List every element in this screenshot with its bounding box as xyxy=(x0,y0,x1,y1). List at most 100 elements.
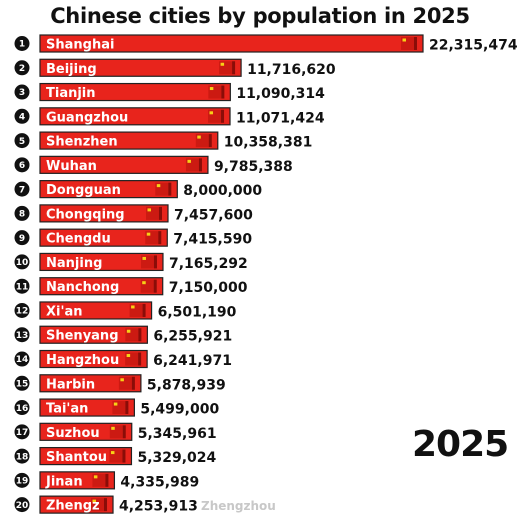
bar-row: 8 Chongqing 7,457,600 xyxy=(14,204,253,223)
bar-category-label: Nanchong xyxy=(46,280,119,295)
flag-star-icon xyxy=(209,111,214,115)
bar xyxy=(39,252,164,272)
rank-label: 12 xyxy=(16,307,29,317)
flag-star-icon xyxy=(120,378,124,382)
flag-star-icon xyxy=(111,426,115,430)
bar-value-label: 11,716,620 xyxy=(247,62,336,78)
rank-label: 19 xyxy=(16,477,29,487)
bar-value-label: 11,071,424 xyxy=(236,110,325,126)
bar-row: 14 Hangzhou 6,241,971 xyxy=(14,349,232,369)
bar-row: 11 Nanchong 7,150,000 xyxy=(14,277,248,296)
rank-badge xyxy=(14,254,30,270)
flag-star-icon xyxy=(126,329,131,333)
flag-star-icon xyxy=(402,38,406,42)
bar-category-label: Chongqing xyxy=(46,207,125,222)
flag-star-icon xyxy=(220,62,225,66)
bar xyxy=(39,58,242,77)
rank-badge xyxy=(14,157,30,173)
bar-value-label: 5,329,024 xyxy=(137,450,216,466)
bar-category-label: Xi'an xyxy=(46,304,83,319)
rank-label: 11 xyxy=(16,282,29,292)
flag-star-icon xyxy=(142,256,146,260)
bar xyxy=(39,155,209,174)
flag-shadow xyxy=(232,61,236,75)
bar-row: 12 Xi'an 6,501,190 xyxy=(14,301,237,320)
bar xyxy=(39,374,142,393)
bar-row: 10 Nanjing 7,165,292 xyxy=(14,252,248,272)
flag-shadow xyxy=(414,37,417,50)
bar-category-label: Beijing xyxy=(46,62,97,77)
rank-label: 2 xyxy=(19,64,25,74)
bar xyxy=(39,325,148,344)
bar-row: 18 Shantou 5,329,024 xyxy=(14,446,217,466)
flag-shadow xyxy=(104,498,108,512)
bars-layer: 1 Shanghai 22,315,474 2 Beijing 11,716,620 3 Ti… xyxy=(14,34,518,515)
bar-category-label: Shanghai xyxy=(46,38,114,53)
bar-value-label: 5,499,000 xyxy=(140,402,219,418)
rank-label: 3 xyxy=(19,88,25,98)
bar-value-label: 11,090,314 xyxy=(236,86,325,102)
bar xyxy=(39,107,231,126)
bar-category-label: Chengdu xyxy=(46,232,111,247)
rank-label: 4 xyxy=(19,113,25,123)
bar xyxy=(39,228,168,247)
flag-shadow xyxy=(221,109,225,123)
bar-category-label: Guangzhou xyxy=(46,110,128,125)
bar-value-label: 4,335,989 xyxy=(120,474,199,490)
bar-category-label: Hangzhou xyxy=(46,353,119,368)
bar-row: 17 Suzhou 5,345,961 xyxy=(14,422,217,442)
bar-value-label: 5,345,961 xyxy=(138,426,217,442)
bar-category-label: Nanjing xyxy=(46,256,102,271)
rank-label: 16 xyxy=(16,404,29,414)
bar-row: 13 Shenyang 6,255,921 xyxy=(14,325,232,345)
flag-shadow xyxy=(125,401,129,415)
rank-label: 6 xyxy=(19,161,25,171)
flag-star-icon xyxy=(92,499,97,503)
bar-row: 6 Wuhan 9,785,388 xyxy=(14,155,293,175)
bar-row: 15 Harbin 5,878,939 xyxy=(14,374,226,393)
bar xyxy=(39,131,219,150)
rank-label: 9 xyxy=(19,234,25,244)
rank-badge xyxy=(14,327,30,343)
rank-label: 13 xyxy=(16,331,29,341)
rank-label: 10 xyxy=(16,258,29,268)
bar-row: 1 Shanghai 22,315,474 xyxy=(14,34,518,54)
flag-star-icon xyxy=(156,184,161,188)
rank-badge xyxy=(14,133,30,149)
rank-label: 14 xyxy=(16,355,29,365)
rank-badge xyxy=(14,205,30,221)
rank-badge xyxy=(14,84,30,100)
flag-shadow xyxy=(153,279,157,293)
flag-shadow xyxy=(138,352,142,366)
bar-value-label: 7,150,000 xyxy=(169,280,248,296)
flag-star-icon xyxy=(147,208,151,212)
bar-category-label: Wuhan xyxy=(46,159,97,174)
rank-label: 17 xyxy=(16,428,29,438)
flag-shadow xyxy=(142,303,146,317)
bar-row: 4 Guangzhou 11,071,424 xyxy=(14,107,325,126)
rank-badge xyxy=(14,375,30,391)
chart-title: Chinese cities by population in 2025 xyxy=(50,4,470,28)
rank-label: 20 xyxy=(16,501,29,511)
bar-row: 9 Chengdu 7,415,590 xyxy=(14,228,252,248)
bar-value-label: 22,315,474 xyxy=(429,38,518,54)
bar xyxy=(39,422,133,441)
flag-shadow xyxy=(122,425,126,439)
flag-star-icon xyxy=(187,159,191,163)
flag-shadow xyxy=(208,134,212,148)
flag-shadow xyxy=(105,473,109,487)
rank-badge xyxy=(14,497,30,513)
bar-row: 5 Shenzhen 10,358,381 xyxy=(14,131,312,151)
bar-value-label: 6,501,190 xyxy=(158,304,237,320)
bar xyxy=(39,349,148,369)
rank-label: 8 xyxy=(19,210,25,220)
flag-shadow xyxy=(168,182,172,196)
bar xyxy=(39,446,133,466)
bar-category-label: Tai'an xyxy=(46,402,88,417)
flag-shadow xyxy=(153,255,157,269)
bar-row: 16 Tai'an 5,499,000 xyxy=(14,398,219,418)
rank-badge xyxy=(14,448,30,464)
flag-shadow xyxy=(221,85,225,99)
rank-badge xyxy=(14,400,30,416)
flag-shadow xyxy=(198,158,202,172)
